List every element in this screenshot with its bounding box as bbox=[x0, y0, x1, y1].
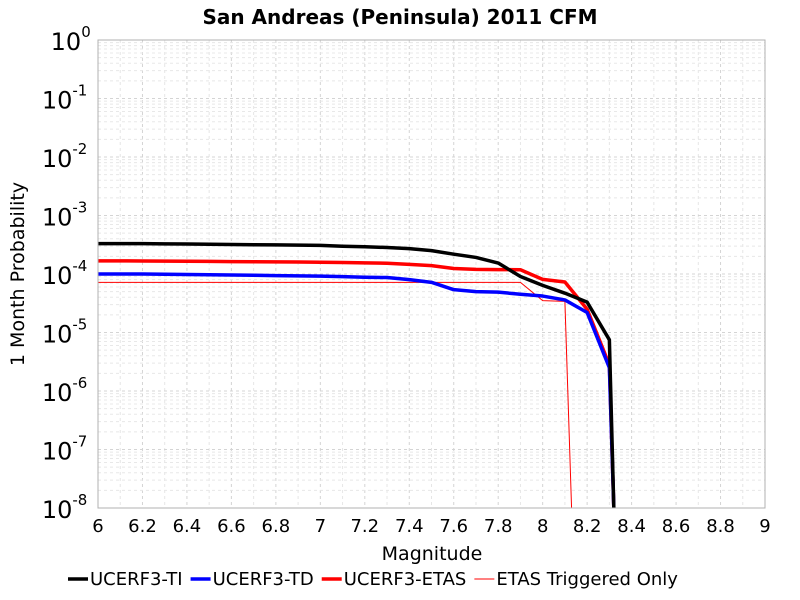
y-tick-label: 10 -8 bbox=[42, 491, 88, 524]
legend-label: UCERF3-ETAS bbox=[344, 569, 467, 590]
series-line-etas-triggered-only bbox=[98, 281, 573, 509]
y-tick-base: 10 bbox=[42, 204, 73, 232]
y-tick-base: 10 bbox=[42, 262, 73, 290]
plot-frame bbox=[97, 39, 766, 509]
y-tick-base: 10 bbox=[42, 379, 73, 407]
y-tick-base: 10 bbox=[42, 87, 73, 115]
series-line-ucerf3-td bbox=[98, 272, 616, 509]
y-tick-exponent: -6 bbox=[72, 374, 87, 392]
x-tick-label: 6.6 bbox=[217, 516, 246, 537]
y-tick-base: 10 bbox=[42, 496, 73, 524]
x-tick-label: 8.4 bbox=[617, 516, 646, 537]
series-layer bbox=[98, 241, 616, 509]
y-tick-label: 10 -1 bbox=[42, 82, 88, 115]
legend-label: ETAS Triggered Only bbox=[496, 569, 678, 590]
x-tick-label: 7.2 bbox=[350, 516, 379, 537]
x-tick-label: 8.6 bbox=[662, 516, 691, 537]
x-tick-label: 6 bbox=[92, 516, 103, 537]
x-tick-label: 7.4 bbox=[395, 516, 424, 537]
series-line-ucerf3-etas bbox=[98, 259, 616, 509]
x-tick-label: 9 bbox=[759, 516, 770, 537]
y-tick-label: 10 0 bbox=[51, 23, 91, 56]
x-tick-label: 8.2 bbox=[573, 516, 602, 537]
y-tick-label: 10 -4 bbox=[42, 257, 88, 290]
x-axis-label: Magnitude bbox=[382, 543, 483, 565]
y-tick-exponent: -2 bbox=[72, 140, 87, 158]
y-axis-label: 1 Month Probability bbox=[7, 182, 29, 366]
y-tick-exponent: -1 bbox=[72, 82, 87, 100]
x-tick-label: 8 bbox=[537, 516, 548, 537]
chart-title: San Andreas (Peninsula) 2011 CFM bbox=[202, 5, 597, 29]
y-tick-exponent: 0 bbox=[81, 23, 91, 41]
y-tick-base: 10 bbox=[42, 438, 73, 466]
legend-label: UCERF3-TD bbox=[213, 569, 314, 590]
x-tick-label: 7.8 bbox=[484, 516, 513, 537]
y-tick-label: 10 -2 bbox=[42, 140, 88, 173]
x-tick-label: 7 bbox=[315, 516, 326, 537]
y-tick-exponent: -8 bbox=[72, 491, 87, 509]
y-tick-label: 10 -7 bbox=[42, 433, 88, 466]
y-tick-label: 10 -5 bbox=[42, 316, 88, 349]
y-tick-exponent: -4 bbox=[72, 257, 87, 275]
x-tick-label: 7.6 bbox=[439, 516, 468, 537]
y-tick-base: 10 bbox=[51, 28, 82, 56]
y-tick-exponent: -3 bbox=[72, 199, 87, 217]
y-tick-base: 10 bbox=[42, 321, 73, 349]
x-axis-ticks: 6 6.2 6.4 6.6 6.8 7 7.2 7.4 7.6 7.8 8 8.2 8.4 8.6 8.8 9 bbox=[92, 516, 770, 537]
x-tick-label: 6.4 bbox=[173, 516, 202, 537]
grid bbox=[97, 40, 766, 509]
y-tick-exponent: -5 bbox=[72, 316, 87, 334]
legend: UCERF3-TI UCERF3-TD UCERF3-ETAS ETAS Trigge… bbox=[68, 569, 678, 590]
series-line-ucerf3-ti bbox=[98, 241, 616, 509]
y-tick-label: 10 -6 bbox=[42, 374, 88, 407]
x-tick-label: 6.8 bbox=[262, 516, 291, 537]
x-tick-label: 6.2 bbox=[128, 516, 157, 537]
y-tick-label: 10 -3 bbox=[42, 199, 88, 232]
y-tick-base: 10 bbox=[42, 145, 73, 173]
x-tick-label: 8.8 bbox=[706, 516, 735, 537]
y-tick-exponent: -7 bbox=[72, 433, 87, 451]
legend-label: UCERF3-TI bbox=[90, 569, 183, 590]
